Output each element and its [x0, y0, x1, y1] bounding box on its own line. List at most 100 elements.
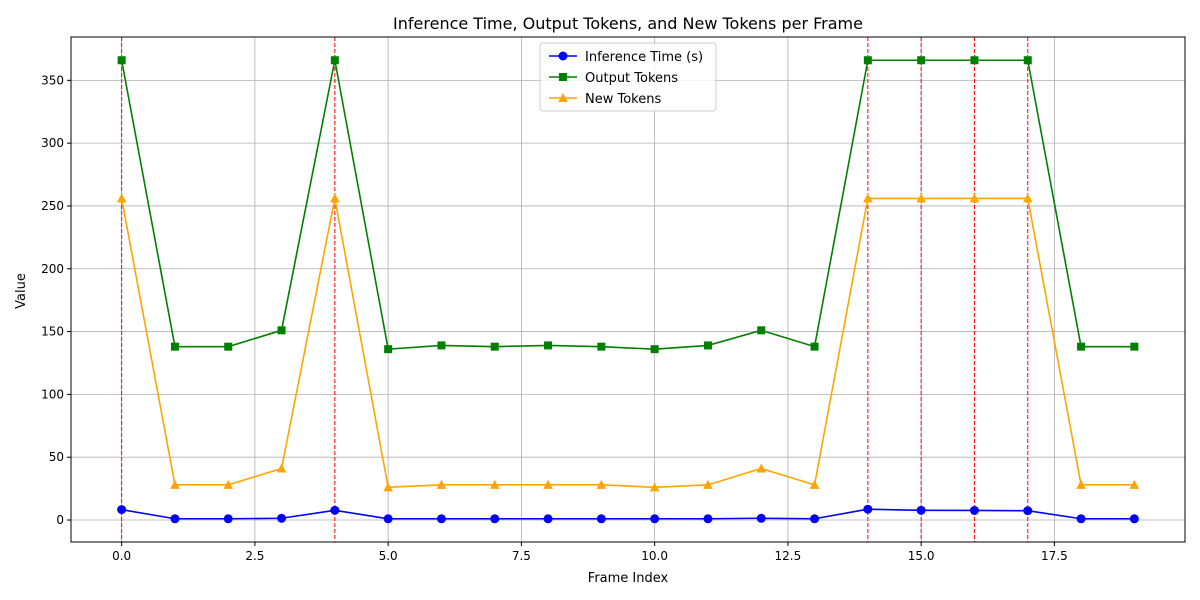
data-point: [277, 513, 287, 523]
x-tick-label: 15.0: [908, 549, 935, 563]
x-tick-label: 2.5: [245, 549, 264, 563]
data-point: [597, 342, 606, 351]
data-point: [170, 514, 180, 524]
data-point: [916, 193, 926, 203]
data-point: [650, 514, 660, 524]
series-group: [116, 193, 1140, 492]
data-point: [863, 504, 873, 514]
data-point: [384, 345, 393, 354]
data-point: [330, 193, 340, 203]
data-point: [863, 193, 873, 203]
y-tick-label: 300: [41, 136, 64, 150]
y-tick-label: 150: [41, 325, 64, 339]
y-axis-ticks: 0 50 100 150 200 250 300 350: [41, 73, 71, 527]
data-point: [756, 463, 767, 473]
data-point: [383, 482, 393, 492]
series-line: [121, 508, 1135, 520]
data-point: [863, 56, 872, 65]
data-point: [1076, 479, 1086, 489]
data-point: [383, 514, 393, 524]
data-point: [1076, 514, 1086, 524]
data-point: [277, 326, 286, 335]
legend-label: Output Tokens: [585, 71, 678, 86]
data-point: [703, 514, 713, 524]
data-point: [810, 342, 819, 351]
data-point: [970, 56, 979, 65]
data-point: [810, 514, 820, 524]
y-tick-label: 350: [41, 73, 64, 87]
data-point: [1023, 506, 1033, 516]
data-point: [969, 505, 979, 515]
data-point: [436, 514, 446, 524]
data-point: [276, 463, 287, 473]
x-tick-label: 7.5: [512, 549, 531, 563]
data-point: [756, 513, 766, 523]
data-point: [170, 479, 180, 489]
grid: [71, 37, 1185, 542]
data-point: [437, 341, 446, 350]
y-tick-label: 200: [41, 262, 64, 276]
data-point: [489, 479, 500, 489]
series-layer: [116, 56, 1140, 524]
legend-label: Inference Time (s): [585, 50, 703, 65]
data-point: [969, 193, 980, 203]
data-point: [596, 479, 607, 489]
x-tick-label: 0.0: [112, 549, 131, 563]
series-group: [117, 56, 1139, 354]
legend-label: New Tokens: [585, 92, 661, 107]
plot-area-frame: [70, 36, 1186, 543]
y-axis-label: Value: [14, 273, 29, 309]
data-point: [703, 479, 713, 489]
series-group: [117, 504, 1139, 524]
data-point: [116, 193, 127, 203]
x-axis-label: Frame Index: [588, 571, 669, 586]
series-line: [120, 59, 1135, 351]
data-point: [703, 341, 712, 350]
y-tick-label: 250: [41, 199, 64, 213]
legend: Inference Time (s) Output Tokens New Token…: [539, 42, 717, 112]
data-point: [543, 514, 553, 524]
data-point: [223, 479, 234, 489]
x-tick-label: 17.5: [1041, 549, 1068, 563]
data-point: [223, 514, 233, 524]
data-point: [1022, 193, 1033, 203]
data-point: [916, 505, 926, 515]
legend-swatch-marker: [559, 73, 567, 81]
y-tick-label: 50: [49, 450, 64, 464]
data-point: [490, 342, 499, 351]
x-tick-label: 10.0: [641, 549, 668, 563]
chart-title: Inference Time, Output Tokens, and New T…: [393, 14, 863, 33]
y-tick-label: 100: [41, 387, 64, 401]
data-point: [1130, 342, 1139, 351]
data-point: [596, 514, 606, 524]
data-point: [170, 342, 179, 351]
series-line: [120, 197, 1135, 489]
data-point: [650, 345, 659, 354]
data-point: [1077, 342, 1086, 351]
data-point: [809, 479, 820, 489]
data-point: [117, 56, 126, 65]
y-tick-label: 0: [56, 513, 64, 527]
data-point: [330, 56, 339, 65]
data-point: [649, 482, 660, 492]
data-point: [544, 341, 553, 350]
data-point: [117, 505, 127, 515]
x-tick-label: 12.5: [775, 549, 802, 563]
x-tick-label: 5.0: [379, 549, 398, 563]
data-point: [436, 479, 447, 489]
legend-swatch-marker: [558, 51, 568, 61]
data-point: [1129, 514, 1139, 524]
x-axis-ticks: 0.0 2.5 5.0 7.5 10.0 12.5 15.0 17.5: [112, 542, 1068, 563]
data-point: [330, 505, 340, 515]
legend-box: [539, 42, 717, 112]
data-point: [1129, 479, 1140, 489]
data-point: [543, 479, 553, 489]
data-point: [917, 56, 926, 65]
data-point: [224, 342, 233, 351]
data-point: [1023, 56, 1032, 65]
legend-swatch-marker: [558, 93, 568, 102]
data-point: [757, 326, 766, 335]
vertical-markers: [121, 37, 1029, 542]
